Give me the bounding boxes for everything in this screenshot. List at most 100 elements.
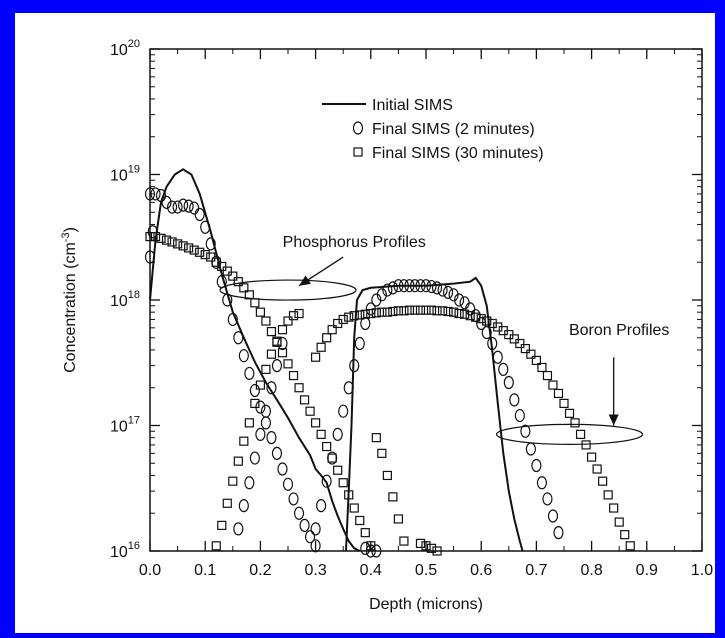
- series-final-30min: [145, 232, 635, 556]
- x-tick-label: 0.2: [249, 562, 271, 579]
- final-2min-point: [277, 462, 288, 476]
- final-2min-point: [465, 302, 476, 316]
- final-30min-point: [217, 261, 227, 272]
- final-2min-point: [249, 383, 260, 398]
- final-30min-point: [344, 490, 354, 500]
- final-30min-point: [206, 252, 216, 262]
- final-2min-point: [509, 393, 520, 407]
- final-30min-point: [410, 305, 420, 315]
- final-30min-point: [537, 362, 547, 373]
- x-tick-label: 1.0: [691, 562, 713, 579]
- final-30min-point: [233, 456, 243, 466]
- final-30min-point: [366, 541, 376, 551]
- final-30min-point: [322, 333, 332, 343]
- final-30min-point: [338, 314, 348, 325]
- x-tick-label: 0.1: [194, 562, 216, 579]
- final-30min-point: [272, 336, 282, 346]
- final-30min-point: [322, 441, 332, 452]
- final-2min-point: [288, 492, 299, 506]
- final-30min-point: [316, 429, 326, 439]
- y-axis-title: Concentration (cm-3): [60, 227, 79, 373]
- final-30min-point: [338, 478, 348, 488]
- final-30min-point: [156, 233, 166, 243]
- final-30min-point: [509, 334, 519, 344]
- final-30min-point: [437, 306, 448, 316]
- final-30min-point: [233, 277, 243, 287]
- final-2min-point: [393, 279, 404, 293]
- final-30min-point: [548, 380, 558, 390]
- final-2min-point: [233, 331, 244, 345]
- final-2min-point: [531, 458, 542, 473]
- final-2min-point: [481, 325, 492, 340]
- final-30min-point: [426, 543, 437, 553]
- final-30min-point: [250, 398, 260, 409]
- final-30min-point: [167, 237, 177, 247]
- annotation-label: Phosphorus Profiles: [283, 234, 426, 251]
- final-30min-point: [195, 247, 205, 257]
- final-30min-point: [449, 307, 459, 317]
- final-30min-point: [366, 308, 376, 319]
- final-30min-point: [432, 306, 442, 316]
- final-30min-point: [399, 536, 409, 546]
- final-2min-point: [178, 198, 189, 212]
- final-30min-point: [575, 429, 586, 439]
- final-30min-point: [371, 308, 381, 318]
- final-2min-point: [426, 279, 437, 294]
- final-30min-point: [211, 541, 221, 551]
- final-30min-point: [625, 541, 635, 551]
- final-2min-point: [503, 375, 514, 390]
- y-axis-ticks: 1016 1017 1018 1019 1020: [110, 38, 702, 561]
- final-30min-point: [189, 245, 199, 255]
- final-2min-point: [244, 476, 255, 490]
- final-30min-point: [349, 503, 359, 513]
- final-30min-point: [277, 348, 288, 358]
- final-2min-point: [260, 404, 272, 418]
- final-30min-point: [200, 250, 210, 260]
- final-30min-point: [377, 448, 387, 458]
- final-2min-point: [431, 281, 443, 295]
- final-2min-point: [498, 362, 509, 376]
- final-2min-point: [266, 381, 277, 395]
- final-2min-point: [360, 541, 371, 555]
- final-2min-point: [249, 451, 260, 465]
- final-30min-point: [371, 433, 381, 443]
- final-30min-point: [393, 514, 403, 524]
- final-30min-point: [515, 338, 525, 349]
- y-tick-label: 1016: [110, 540, 140, 561]
- final-30min-point: [355, 310, 365, 320]
- final-2min-point: [233, 522, 244, 536]
- final-30min-point: [150, 232, 161, 242]
- final-30min-point: [553, 388, 564, 399]
- final-30min-point: [382, 307, 392, 317]
- initial-sims-line: [345, 276, 524, 552]
- final-30min-point: [239, 436, 249, 446]
- y-tick-label: 1017: [110, 415, 140, 436]
- final-2min-point: [282, 477, 294, 491]
- final-2min-point: [316, 499, 327, 513]
- final-30min-point: [465, 311, 475, 321]
- annotation-ellipse: [219, 279, 357, 301]
- final-30min-point: [266, 327, 277, 337]
- final-2min-point: [200, 220, 211, 234]
- final-2min-point: [454, 293, 465, 307]
- final-2min-point: [150, 187, 161, 201]
- final-2min-point: [420, 279, 432, 293]
- final-30min-point: [531, 355, 542, 366]
- final-30min-point: [255, 380, 265, 390]
- final-30min-point: [277, 325, 288, 335]
- final-30min-point: [432, 546, 442, 556]
- annotation-arrow-head: [299, 275, 311, 286]
- final-30min-point: [178, 241, 188, 251]
- final-30min-point: [454, 308, 464, 319]
- final-2min-point: [536, 476, 548, 490]
- final-30min-point: [564, 408, 575, 418]
- final-30min-point: [239, 283, 249, 293]
- final-2min-point: [271, 359, 283, 373]
- final-2min-point: [155, 188, 167, 203]
- final-2min-point: [255, 427, 266, 441]
- x-tick-label: 0.0: [139, 562, 161, 579]
- final-2min-point: [547, 509, 559, 523]
- final-2min-point: [553, 526, 564, 540]
- final-30min-point: [598, 476, 608, 486]
